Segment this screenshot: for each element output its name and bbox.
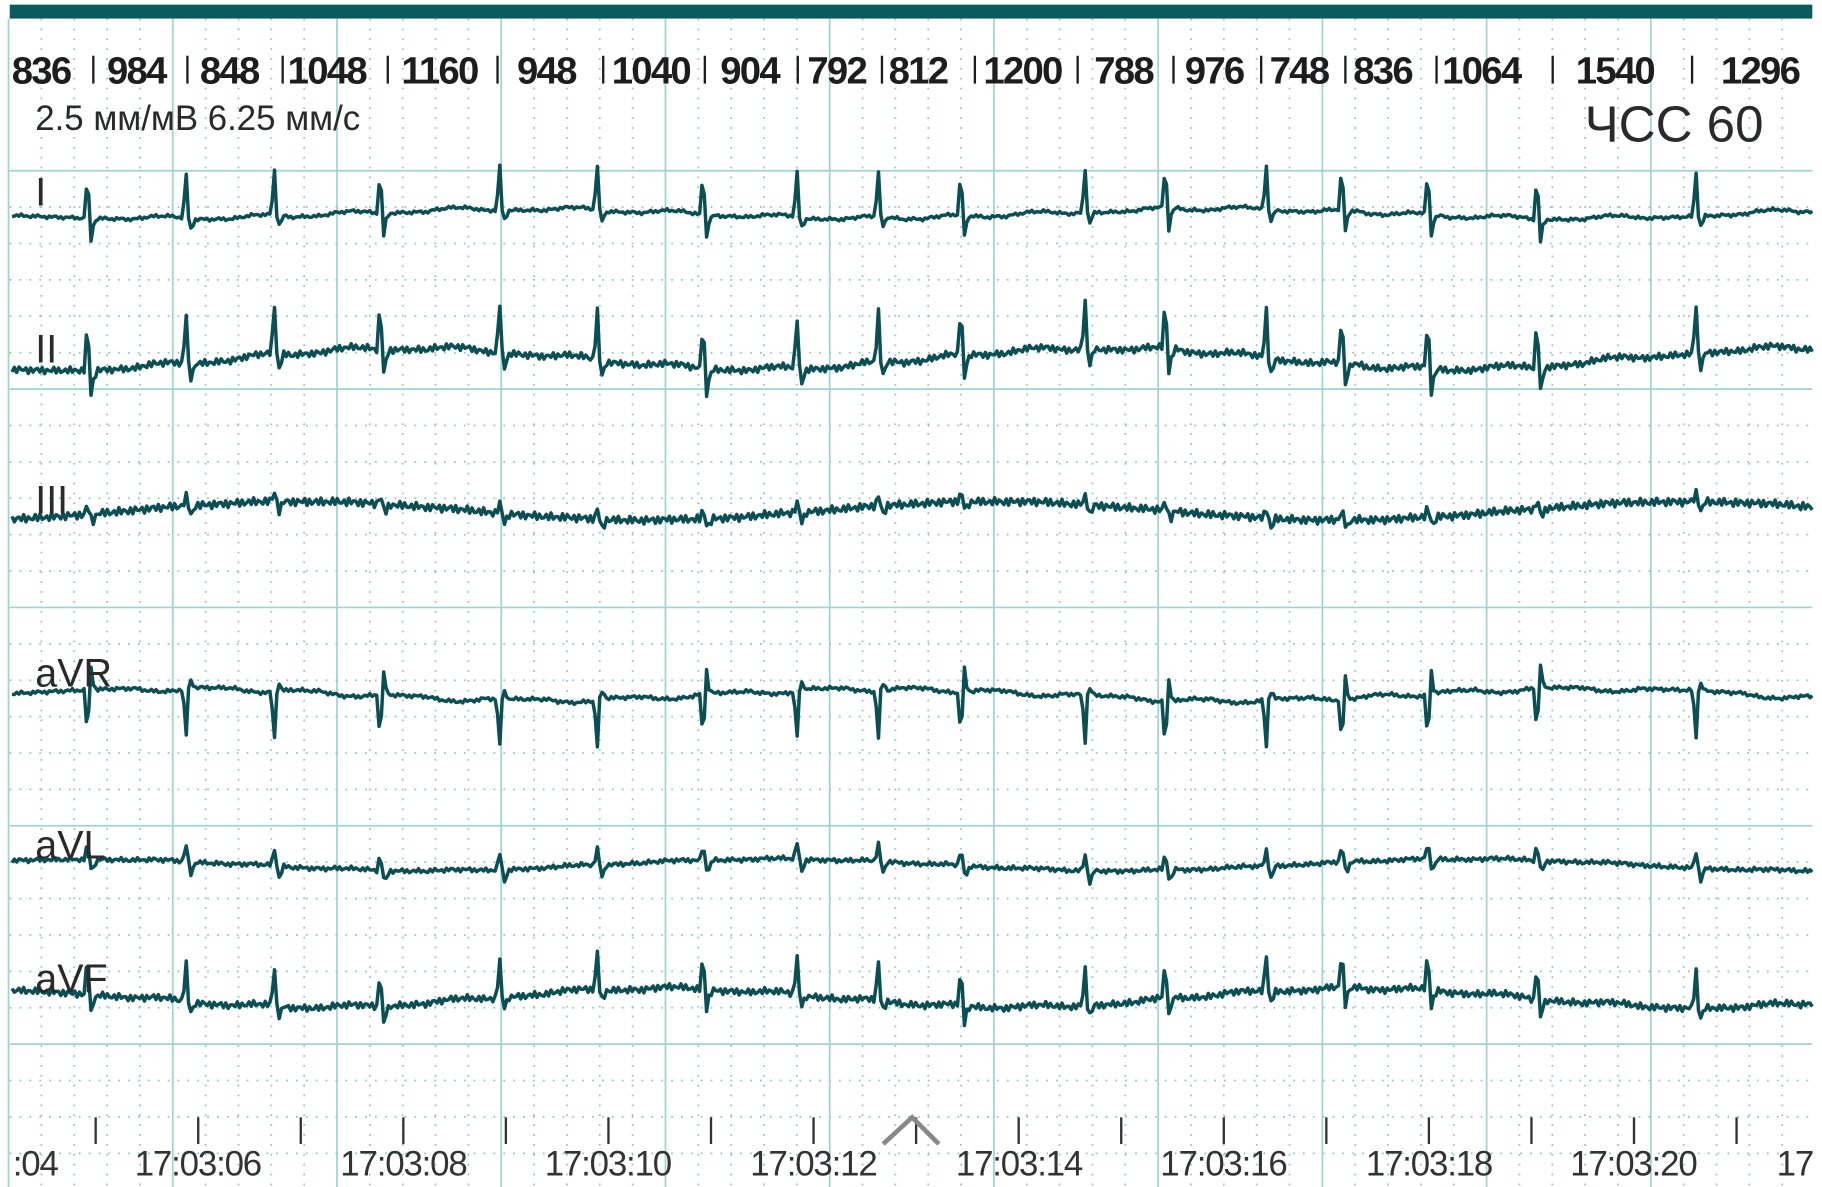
rr-interval: 748 xyxy=(1270,50,1330,93)
rr-interval: 836 xyxy=(1353,50,1412,93)
lead-label: I xyxy=(35,171,46,215)
ecg-trace xyxy=(10,298,1814,399)
rr-interval: 904 xyxy=(720,50,781,93)
time-label: 17:03:14 xyxy=(956,1144,1083,1183)
lead-label: aVF xyxy=(35,957,107,1001)
lead-label: III xyxy=(35,478,68,522)
lead-label: aVR xyxy=(35,651,112,695)
rr-interval: 984 xyxy=(107,50,168,93)
ecg-trace xyxy=(10,840,1814,886)
rr-interval: 1540 xyxy=(1576,50,1655,93)
rr-interval: 1200 xyxy=(983,50,1062,93)
lead-label: II xyxy=(35,327,57,371)
time-label: :04 xyxy=(13,1144,59,1183)
ecg-trace xyxy=(11,163,1814,244)
grid xyxy=(7,18,1813,1187)
rr-interval: 1296 xyxy=(1721,50,1800,93)
rr-interval: 836 xyxy=(12,50,71,93)
rr-interval: 948 xyxy=(517,50,577,93)
rr-interval: 1048 xyxy=(288,50,368,93)
heart-rate: ЧСС 60 xyxy=(1585,96,1764,153)
ecg-trace xyxy=(10,949,1814,1028)
ecg-trace xyxy=(10,487,1814,530)
rr-interval: 812 xyxy=(889,50,948,93)
rr-interval: 1160 xyxy=(401,50,478,93)
time-label: 17:03:18 xyxy=(1366,1144,1492,1183)
rr-interval: 1064 xyxy=(1442,50,1523,93)
ecg-trace xyxy=(11,663,1814,749)
rr-interval: 788 xyxy=(1094,50,1154,93)
time-label: 17:03:20 xyxy=(1570,1144,1697,1183)
lead-label: aVL xyxy=(35,823,105,867)
calibration: 2.5 мм/мВ 6.25 мм/с xyxy=(35,99,360,138)
time-label: 17:03:10 xyxy=(545,1144,672,1183)
time-label: 17 xyxy=(1777,1144,1813,1183)
cursor-caret xyxy=(881,1114,941,1146)
time-label: 17:03:06 xyxy=(135,1144,261,1183)
time-label: 17:03:12 xyxy=(750,1144,876,1183)
rr-interval: 1040 xyxy=(612,50,691,93)
time-label: 17:03:08 xyxy=(340,1144,466,1183)
time-label: 17:03:16 xyxy=(1160,1144,1286,1183)
top-bar xyxy=(9,4,1813,19)
traces xyxy=(10,163,1814,1028)
rr-interval: 792 xyxy=(807,50,866,93)
rr-interval: 848 xyxy=(200,50,260,93)
rr-interval: 976 xyxy=(1185,50,1244,93)
labels: 836 984 848 1048 1160 948 1040 904 792 812 1200 788… xyxy=(12,50,1815,1184)
